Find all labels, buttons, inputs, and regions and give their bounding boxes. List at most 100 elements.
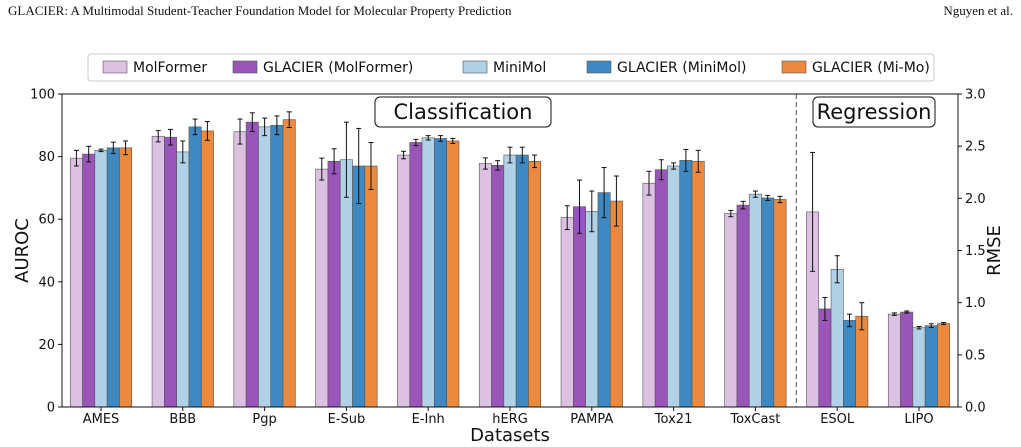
bar bbox=[830, 268, 844, 408]
bar bbox=[667, 165, 681, 408]
bar bbox=[900, 311, 914, 408]
legend-label: GLACIER (MolFormer) bbox=[263, 60, 413, 76]
legend-label: MolFormer bbox=[133, 60, 207, 76]
bar bbox=[200, 130, 214, 408]
bar bbox=[164, 136, 177, 408]
bar bbox=[434, 138, 447, 408]
bar bbox=[597, 192, 611, 408]
bar bbox=[119, 147, 133, 408]
bar bbox=[937, 323, 951, 408]
bar bbox=[258, 126, 272, 408]
bar bbox=[691, 160, 705, 408]
bar bbox=[642, 182, 656, 408]
bar bbox=[82, 153, 96, 408]
x-tick-label: AMES bbox=[83, 412, 120, 427]
bar bbox=[282, 119, 296, 408]
section-label-regression: Regression bbox=[812, 96, 936, 128]
x-tick-label: hERG bbox=[492, 412, 528, 427]
legend: MolFormer GLACIER (MolFormer) MiniMol GLACI… bbox=[87, 53, 935, 82]
x-tick-label: Tox21 bbox=[654, 412, 693, 427]
bar bbox=[585, 211, 599, 408]
bar bbox=[924, 325, 938, 408]
bar bbox=[748, 193, 762, 408]
legend-swatch bbox=[586, 60, 612, 74]
bar-group-ames bbox=[69, 140, 133, 408]
bar bbox=[573, 206, 586, 408]
bar bbox=[94, 150, 108, 408]
legend-item: MolFormer bbox=[102, 60, 207, 76]
bar bbox=[679, 160, 693, 408]
bar bbox=[69, 157, 83, 408]
bar bbox=[176, 151, 190, 408]
y-tick-label: 60 bbox=[38, 213, 55, 228]
bar bbox=[887, 313, 901, 408]
section-label-box bbox=[812, 96, 936, 128]
section-label-text: Classification bbox=[394, 100, 533, 124]
bar bbox=[736, 204, 750, 408]
bar-group-tox21 bbox=[642, 148, 705, 408]
x-tick-label: BBB bbox=[169, 412, 196, 427]
bar-group-herg bbox=[478, 146, 542, 408]
y-right-tick-label: 0.0 bbox=[965, 401, 986, 416]
legend-swatch bbox=[781, 60, 807, 74]
bar bbox=[151, 135, 165, 408]
axes: 0 20 40 60 80 100 0.0 0.5 1.0 1.5 2.0 2.5 3.0 AMES BBB… bbox=[12, 88, 1005, 447]
legend-item: GLACIER (MiniMol) bbox=[586, 60, 746, 76]
y-right-tick-label: 1.5 bbox=[965, 244, 986, 259]
running-header-title: GLACIER: A Multimodal Student-Teacher Fo… bbox=[8, 3, 512, 18]
bar bbox=[446, 140, 460, 408]
x-tick-label: PAMPA bbox=[570, 412, 613, 427]
bar bbox=[188, 126, 202, 408]
x-tick-label: LIPO bbox=[904, 412, 933, 427]
y-axis-label: AUROC bbox=[12, 218, 33, 283]
bar-group-e-inh bbox=[397, 135, 460, 408]
legend-swatch bbox=[462, 60, 488, 74]
bar bbox=[270, 125, 284, 408]
y-right-tick-label: 2.0 bbox=[965, 192, 986, 207]
legend-label: MiniMol bbox=[493, 60, 546, 76]
bar bbox=[843, 320, 856, 408]
legend-frame bbox=[87, 53, 935, 82]
y-tick-label: 0 bbox=[47, 401, 55, 416]
y-right-tick-label: 0.5 bbox=[965, 348, 986, 363]
x-tick-label: ToxCast bbox=[729, 412, 780, 427]
x-axis-label: Datasets bbox=[470, 425, 550, 446]
bar bbox=[912, 327, 926, 408]
y-right-tick-label: 1.0 bbox=[965, 296, 986, 311]
y-tick-label: 80 bbox=[38, 150, 55, 165]
x-tick-label: E-Sub bbox=[328, 412, 366, 427]
section-label-classification: Classification bbox=[374, 96, 552, 128]
bar bbox=[773, 199, 787, 408]
bar bbox=[409, 142, 423, 408]
bar bbox=[327, 160, 341, 408]
bar-group-lipo bbox=[887, 310, 951, 408]
bar bbox=[106, 147, 120, 408]
legend-item: MiniMol bbox=[462, 60, 546, 76]
legend-label: GLACIER (MiniMol) bbox=[617, 60, 746, 76]
bar bbox=[761, 197, 775, 408]
bar-group-esol bbox=[806, 151, 869, 408]
bar bbox=[609, 200, 623, 408]
y-tick-label: 40 bbox=[38, 275, 55, 290]
bar bbox=[654, 169, 668, 408]
plot-area: Classification Regression bbox=[69, 94, 951, 408]
bar bbox=[491, 165, 505, 408]
y-right-tick-label: 2.5 bbox=[965, 140, 986, 155]
bar bbox=[478, 163, 492, 408]
y-tick-label: 20 bbox=[38, 338, 55, 353]
bar bbox=[245, 121, 259, 408]
y-tick-label: 100 bbox=[30, 88, 55, 103]
legend-item: GLACIER (MolFormer) bbox=[232, 60, 413, 76]
bar-group-e-sub bbox=[315, 121, 378, 408]
y-right-axis-label: RMSE bbox=[984, 225, 1005, 276]
bar bbox=[233, 131, 247, 408]
bar bbox=[315, 168, 329, 408]
bar-group-bbb bbox=[151, 118, 214, 408]
legend-swatch bbox=[232, 60, 258, 74]
bar bbox=[515, 154, 529, 408]
section-label-text: Regression bbox=[817, 100, 932, 124]
x-tick-label: ESOL bbox=[820, 412, 855, 427]
bar bbox=[503, 154, 517, 408]
x-tick-label: E-Inh bbox=[412, 412, 445, 427]
